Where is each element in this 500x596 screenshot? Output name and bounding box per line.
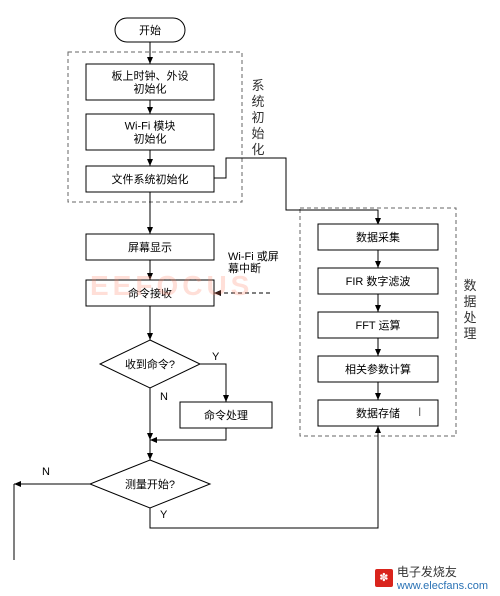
node-label-init_wifi: 初始化 — [134, 132, 167, 146]
node-label-dp_acq: 数据采集 — [356, 230, 400, 244]
watermark-eefocus: EEFOCUS — [90, 270, 253, 302]
node-label-proc_cmd: 命令处理 — [204, 408, 248, 422]
group-label-sys_init: 初 — [251, 110, 264, 125]
edge-label-6: Y — [212, 351, 220, 363]
node-label-init_fs: 文件系统初始化 — [112, 172, 189, 186]
group-label-data_proc: 数 — [463, 278, 476, 293]
node-label-start: 开始 — [139, 23, 161, 37]
group-label-sys_init: 始 — [251, 126, 264, 141]
group-label-data_proc: 据 — [463, 294, 476, 309]
group-label-sys_init: 系 — [251, 78, 264, 93]
node-label-dp_store: 数据存储 — [356, 406, 400, 420]
edge-label-10: N — [42, 466, 50, 478]
node-label-got_cmd: 收到命令? — [125, 357, 175, 371]
node-label-init_wifi: Wi-Fi 模块 — [125, 120, 176, 133]
group-label-data_proc: 理 — [463, 326, 476, 341]
group-label-sys_init: 统 — [251, 94, 264, 109]
elecfans-icon: ✽ — [375, 569, 393, 587]
edge-label-7: N — [160, 391, 168, 403]
node-label-init_clock: 初始化 — [134, 82, 167, 96]
footer-url: www.elecfans.com — [397, 580, 488, 592]
edge-6 — [200, 364, 226, 402]
footer-brand: 电子发烧友 — [397, 563, 488, 580]
group-label-data_proc: 处 — [463, 310, 476, 325]
node-label-dp_fft: FFT 运算 — [355, 318, 400, 332]
edge-label-11: Y — [160, 509, 168, 521]
node-label-meas_start: 测量开始? — [125, 477, 175, 491]
group-label-sys_init: 化 — [251, 142, 264, 157]
edge-8 — [150, 428, 226, 440]
node-label-dp_fir: FIR 数字滤波 — [346, 274, 411, 288]
node-label-screen: 屏幕显示 — [128, 240, 172, 254]
footer-logo: ✽ 电子发烧友 www.elecfans.com — [375, 563, 488, 592]
edge-label-17: Wi-Fi 或屏 — [228, 250, 279, 263]
node-label-dp_param: 相关参数计算 — [345, 362, 411, 376]
cursor-mark: I — [418, 405, 421, 419]
node-label-init_clock: 板上时钟、外设 — [112, 69, 189, 83]
